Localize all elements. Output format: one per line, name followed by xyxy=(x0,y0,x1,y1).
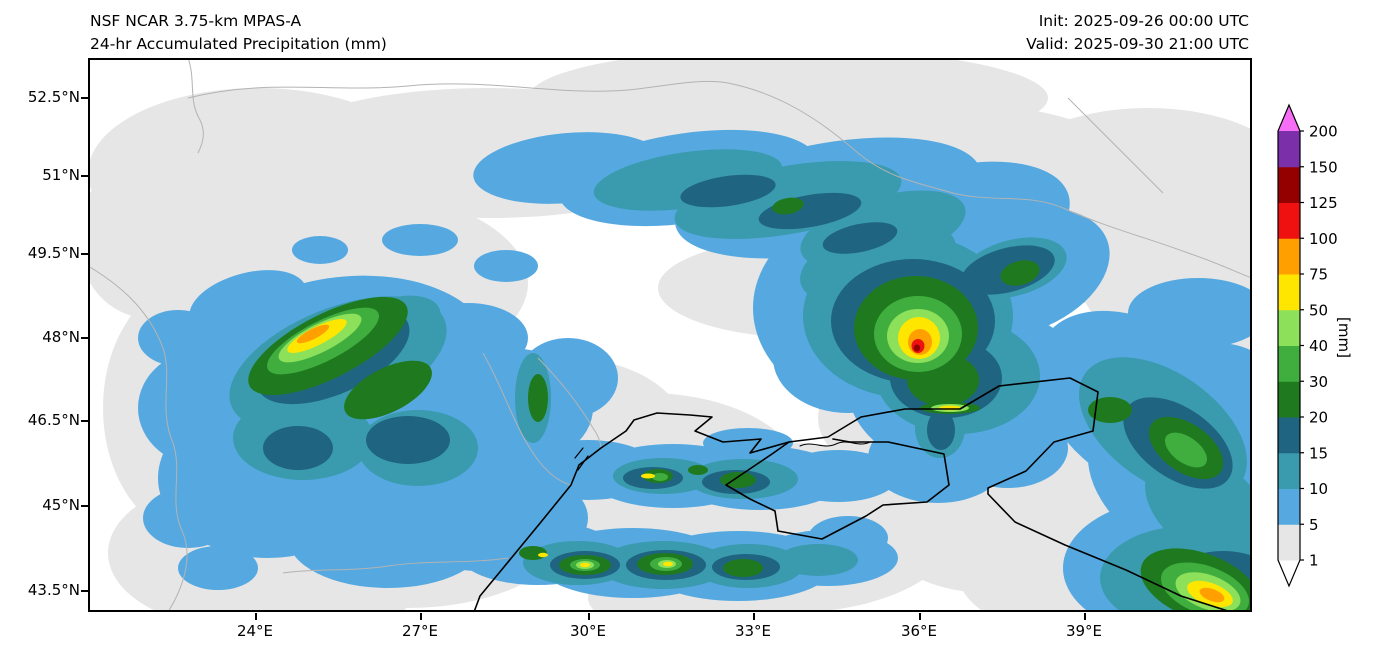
variable-name: 24-hr Accumulated Precipitation (mm) xyxy=(90,35,387,53)
map-border xyxy=(88,58,1252,612)
x-axis-tick xyxy=(420,613,422,620)
colorbar-tick-label: 100 xyxy=(1309,230,1338,248)
init-time: Init: 2025-09-26 00:00 UTC xyxy=(1038,12,1249,30)
precip-band-125-150mm xyxy=(913,344,921,352)
x-axis-label: 39°E xyxy=(1065,622,1103,640)
time-info: Init: 2025-09-26 00:00 UTC Valid: 2025-0… xyxy=(1026,10,1249,56)
x-axis-label: 24°E xyxy=(236,622,274,640)
y-axis-label: 51°N xyxy=(42,166,80,184)
x-axis-tick xyxy=(588,613,590,620)
colorbar-tick-label: 50 xyxy=(1309,301,1328,319)
y-axis-tick xyxy=(81,253,88,255)
y-axis-label: 45°N xyxy=(42,496,80,514)
valid-time: Valid: 2025-09-30 21:00 UTC xyxy=(1026,35,1249,53)
colorbar-band xyxy=(1278,381,1300,418)
coastline xyxy=(473,377,1232,612)
colorbar-band xyxy=(1278,202,1300,239)
x-axis-label: 36°E xyxy=(900,622,938,640)
y-axis-tick xyxy=(81,97,88,99)
colorbar-band xyxy=(1278,488,1300,525)
colorbar-tick-label: 5 xyxy=(1309,516,1319,534)
colorbar-band xyxy=(1278,166,1300,203)
y-axis-tick xyxy=(81,420,88,422)
colorbar-tick-label: 150 xyxy=(1309,158,1338,176)
y-axis-tick xyxy=(81,505,88,507)
x-axis-tick xyxy=(919,613,921,620)
x-axis-tick xyxy=(753,613,755,620)
x-axis-label: 27°E xyxy=(401,622,439,640)
y-axis-tick xyxy=(81,175,88,177)
colorbar-tick-label: 200 xyxy=(1309,123,1338,141)
colorbar-band xyxy=(1278,345,1300,382)
colorbar-band xyxy=(1278,452,1300,489)
x-axis-tick xyxy=(255,613,257,620)
colorbar-band xyxy=(1278,131,1300,168)
colorbar-tick-label: 30 xyxy=(1309,373,1328,391)
x-axis-label: 33°E xyxy=(734,622,772,640)
colorbar-band xyxy=(1278,238,1300,275)
colorbar-over-arrow xyxy=(1278,105,1300,131)
colorbar-tick-label: 15 xyxy=(1309,444,1328,462)
colorbar-band xyxy=(1278,274,1300,311)
y-axis-label: 52.5°N xyxy=(27,88,80,106)
y-axis-label: 46.5°N xyxy=(27,411,80,429)
plot-title: NSF NCAR 3.75-km MPAS-A 24-hr Accumulate… xyxy=(90,10,387,56)
colorbar-unit-label: [mm] xyxy=(1335,317,1353,358)
y-axis-label: 43.5°N xyxy=(27,581,80,599)
colorbar-tick-label: 20 xyxy=(1309,409,1328,427)
y-axis-label: 49.5°N xyxy=(27,244,80,262)
map-frame xyxy=(88,58,1252,612)
country-borders xyxy=(88,58,1252,612)
colorbar-tick-label: 125 xyxy=(1309,194,1338,212)
colorbar-tick-label: 40 xyxy=(1309,337,1328,355)
colorbar-band xyxy=(1278,524,1300,561)
precipitation-map xyxy=(88,58,1252,612)
colorbar-band xyxy=(1278,309,1300,346)
model-name: NSF NCAR 3.75-km MPAS-A xyxy=(90,12,302,30)
colorbar-tick-label: 10 xyxy=(1309,480,1328,498)
x-axis-label: 30°E xyxy=(569,622,607,640)
y-axis-tick xyxy=(81,337,88,339)
colorbar-tick-label: 75 xyxy=(1309,266,1328,284)
colorbar-band xyxy=(1278,417,1300,454)
x-axis-tick xyxy=(1084,613,1086,620)
y-axis-tick xyxy=(81,590,88,592)
colorbar-under-arrow xyxy=(1278,560,1300,586)
y-axis-label: 48°N xyxy=(42,328,80,346)
colorbar-tick-label: 1 xyxy=(1309,552,1319,570)
